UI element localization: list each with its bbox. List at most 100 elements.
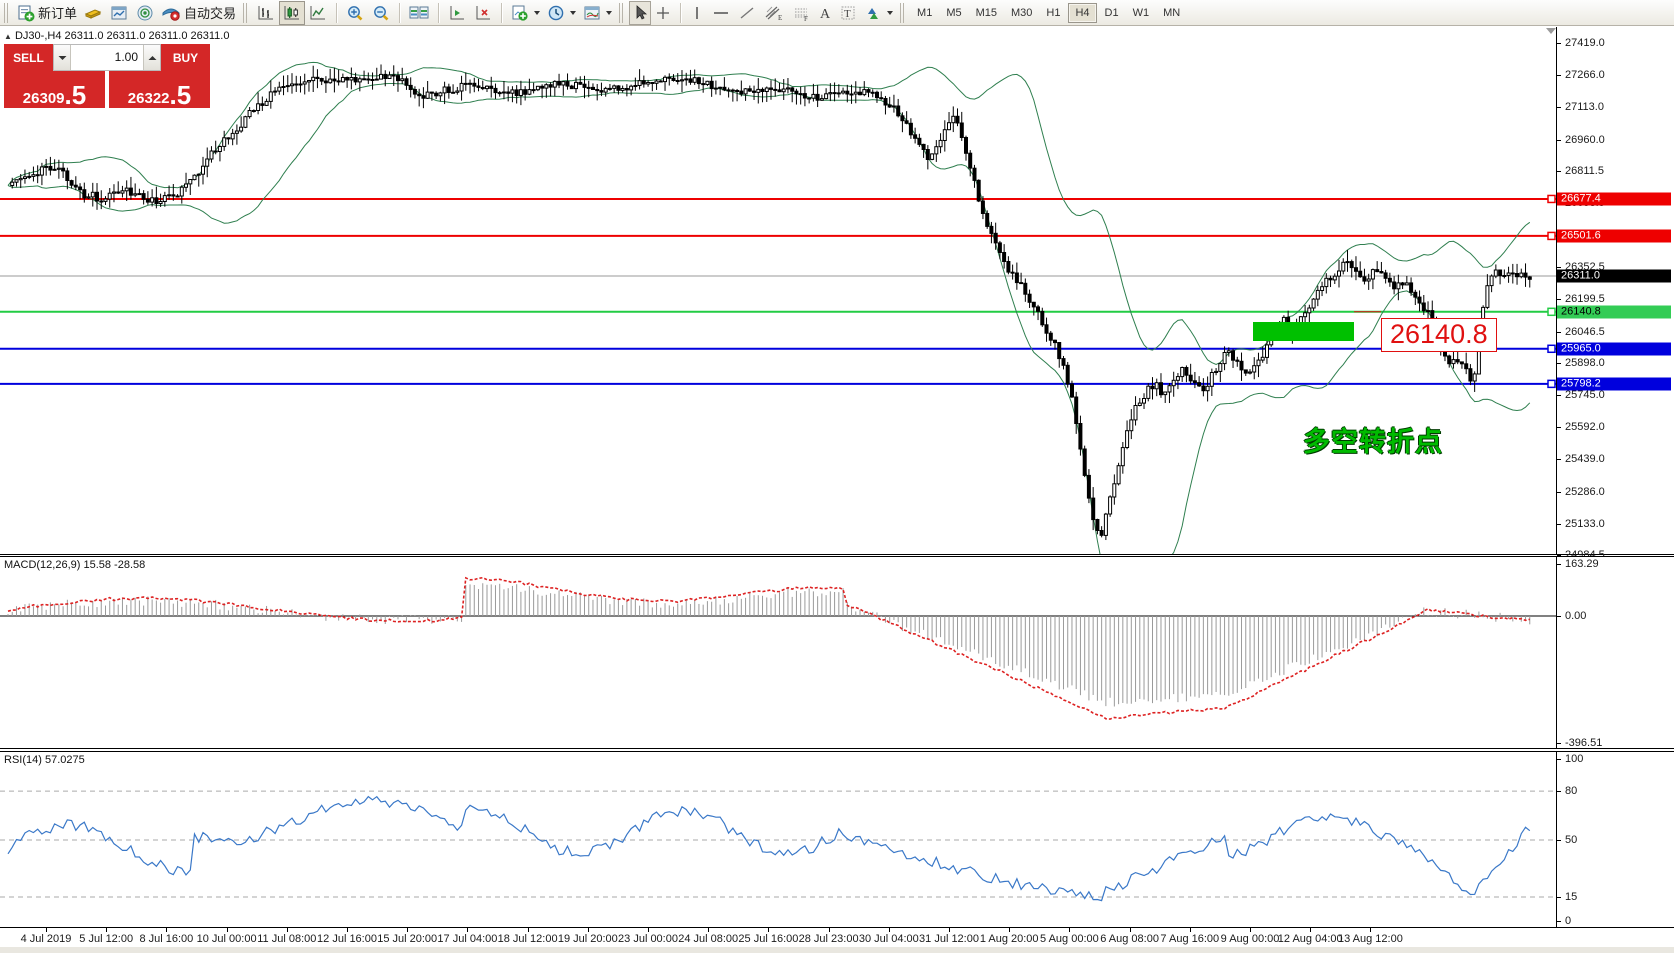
horizontal-line-tool-button[interactable] <box>708 1 734 25</box>
toolbar-grip[interactable] <box>4 2 10 23</box>
macd-axis-label: -396.51 <box>1565 736 1603 749</box>
arrows-tool-button[interactable] <box>860 1 896 25</box>
templates-button[interactable] <box>579 1 615 25</box>
timeframe-m30[interactable]: M30 <box>1011 6 1033 19</box>
time-tick <box>1310 928 1312 932</box>
buy-price-cell[interactable]: 26322.5 <box>109 71 210 108</box>
volume-value[interactable]: 1.00 <box>114 50 138 64</box>
text-label-tool-button[interactable]: T <box>836 1 860 25</box>
candlestick-chart-button[interactable] <box>279 0 306 25</box>
shift-end-button[interactable] <box>444 1 470 25</box>
new-chart-dropdown-arrow[interactable] <box>534 10 541 15</box>
timeframe-m1[interactable]: M1 <box>917 6 933 19</box>
toolbar-icon-folder[interactable] <box>80 1 106 25</box>
toolbar-icon-terminal[interactable] <box>106 1 132 25</box>
toolbar-grip-3[interactable] <box>619 2 626 23</box>
chart-area[interactable]: 27419.027266.027113.026960.026811.526658… <box>0 27 1674 927</box>
toolbar-grip-2[interactable] <box>243 2 250 23</box>
auto-scroll-button[interactable] <box>470 1 496 25</box>
chinese-annotation[interactable]: 多空转折点 <box>1303 427 1443 458</box>
time-tick <box>768 928 770 932</box>
macd-pane[interactable]: MACD(12,26,9) 15.58 -28.58 163.29 0.00 -39… <box>0 556 1674 749</box>
period-button[interactable] <box>543 1 579 25</box>
time-tick <box>467 928 469 932</box>
volume-stepper[interactable]: 1.00 <box>53 44 161 71</box>
price-axis-label: 26811.5 <box>1565 164 1604 177</box>
price-axis-label: 27113.0 <box>1565 101 1604 114</box>
timeframe-m5[interactable]: M5 <box>946 6 962 19</box>
timeframe-h4[interactable]: H4 <box>1068 2 1097 23</box>
sell-price-cell[interactable]: 26309.5 <box>4 71 105 108</box>
cursor-tool-button[interactable] <box>629 0 652 25</box>
price-callout-label[interactable]: 26140.8 <box>1381 318 1497 353</box>
time-axis-label: 13 Aug 12:00 <box>1337 933 1403 945</box>
new-order-button[interactable]: 新订单 <box>14 1 80 25</box>
rsi-title: RSI(14) 57.0275 <box>4 754 85 766</box>
price-level-tag-resistance[interactable]: 26677.4 <box>1557 192 1671 206</box>
crosshair-tool-button[interactable] <box>651 1 675 25</box>
svg-text:F: F <box>804 15 808 22</box>
rsi-axis[interactable]: 100 80 50 15 0 <box>1556 752 1674 927</box>
sell-price-fraction: .5 <box>64 79 87 110</box>
time-tick <box>888 928 890 932</box>
time-axis-label: 6 Aug 08:00 <box>1100 933 1159 945</box>
macd-chart-svg <box>0 576 1556 720</box>
svg-text:A: A <box>820 7 831 22</box>
toolbar-icon-signal[interactable] <box>132 1 158 25</box>
buy-button[interactable]: BUY <box>161 44 210 71</box>
fibonacci-tool-button[interactable]: F <box>788 1 814 25</box>
time-tick <box>828 928 830 932</box>
bar-chart-button[interactable] <box>253 1 279 25</box>
highlight-rectangle[interactable] <box>1253 322 1354 341</box>
time-axis-label: 24 Jul 08:00 <box>678 933 739 945</box>
price-level-tag-pivot[interactable]: 26140.8 <box>1557 305 1671 319</box>
volume-decrease-button[interactable] <box>54 45 71 70</box>
arrows-dropdown-arrow[interactable] <box>887 10 894 15</box>
one-click-trading-panel[interactable]: ▲ DJ30-,H4 26311.0 26311.0 26311.0 26311… <box>4 30 229 108</box>
price-axis-label: 27419.0 <box>1565 36 1605 49</box>
price-level-tag-last-price[interactable]: 26311.0 <box>1557 269 1671 283</box>
timeframe-mn[interactable]: MN <box>1163 6 1181 19</box>
buy-price-fraction: .5 <box>169 79 192 110</box>
signal-icon <box>137 5 153 20</box>
macd-plot[interactable] <box>0 557 1556 748</box>
trendline-tool-button[interactable] <box>734 1 760 25</box>
timeframe-m15[interactable]: M15 <box>975 6 997 19</box>
line-chart-button[interactable] <box>305 1 331 25</box>
text-tool-button[interactable]: A <box>814 1 836 25</box>
rsi-pane[interactable]: RSI(14) 57.0275 100 80 50 15 0 <box>0 751 1674 927</box>
equidistant-channel-button[interactable]: E <box>760 1 788 25</box>
text-icon: A <box>820 7 831 22</box>
tile-windows-button[interactable] <box>405 1 433 25</box>
timeframe-d1[interactable]: D1 <box>1104 6 1119 19</box>
rsi-plot[interactable] <box>0 752 1556 927</box>
price-level-tag-support[interactable]: 25965.0 <box>1557 342 1671 356</box>
zoom-in-button[interactable] <box>342 1 368 25</box>
timeframe-h1[interactable]: H1 <box>1046 6 1061 19</box>
price-axis-label: 26046.5 <box>1565 325 1605 338</box>
data-window-icon <box>111 6 127 19</box>
price-axis[interactable]: 27419.027266.027113.026960.026811.526658… <box>1556 27 1674 561</box>
timeframe-w1[interactable]: W1 <box>1132 6 1150 19</box>
price-plot[interactable] <box>0 27 1556 554</box>
macd-axis[interactable]: 163.29 0.00 -396.51 <box>1556 557 1674 749</box>
autotrading-button[interactable]: 自动交易 <box>158 1 239 25</box>
period-dropdown-arrow[interactable] <box>570 10 577 15</box>
vertical-line-tool-button[interactable] <box>686 1 708 25</box>
price-level-tag-resistance[interactable]: 26501.6 <box>1557 229 1671 243</box>
sell-button[interactable]: SELL <box>4 44 53 71</box>
price-level-tag-support[interactable]: 25798.2 <box>1557 377 1671 391</box>
price-axis-label: 27266.0 <box>1565 69 1605 82</box>
rsi-axis-label: 15 <box>1565 891 1578 904</box>
rsi-axis-label: 50 <box>1565 834 1578 846</box>
new-chart-button[interactable] <box>507 1 543 25</box>
time-axis-label: 5 Aug 00:00 <box>1040 933 1099 945</box>
zoom-out-button[interactable] <box>368 1 394 25</box>
collapse-triangle-icon[interactable]: ▲ <box>4 32 12 41</box>
price-pane[interactable]: 27419.027266.027113.026960.026811.526658… <box>0 27 1674 561</box>
toolbar-grip-4[interactable] <box>900 2 907 23</box>
new-chart-icon <box>512 5 528 21</box>
time-tick <box>648 928 649 932</box>
volume-increase-button[interactable] <box>143 45 160 70</box>
templates-dropdown-arrow[interactable] <box>606 10 613 15</box>
